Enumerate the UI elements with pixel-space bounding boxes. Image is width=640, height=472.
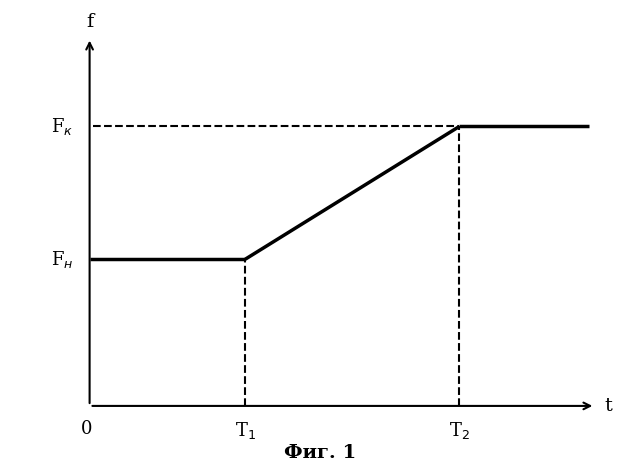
Text: F$_н$: F$_н$ xyxy=(51,249,74,270)
Text: T$_1$: T$_1$ xyxy=(235,420,256,441)
Text: f: f xyxy=(86,13,93,31)
Text: T$_2$: T$_2$ xyxy=(449,420,470,441)
Text: t: t xyxy=(605,397,612,415)
Text: F$_к$: F$_к$ xyxy=(51,116,74,137)
Text: 0: 0 xyxy=(81,420,92,438)
Text: Фиг. 1: Фиг. 1 xyxy=(284,444,356,462)
